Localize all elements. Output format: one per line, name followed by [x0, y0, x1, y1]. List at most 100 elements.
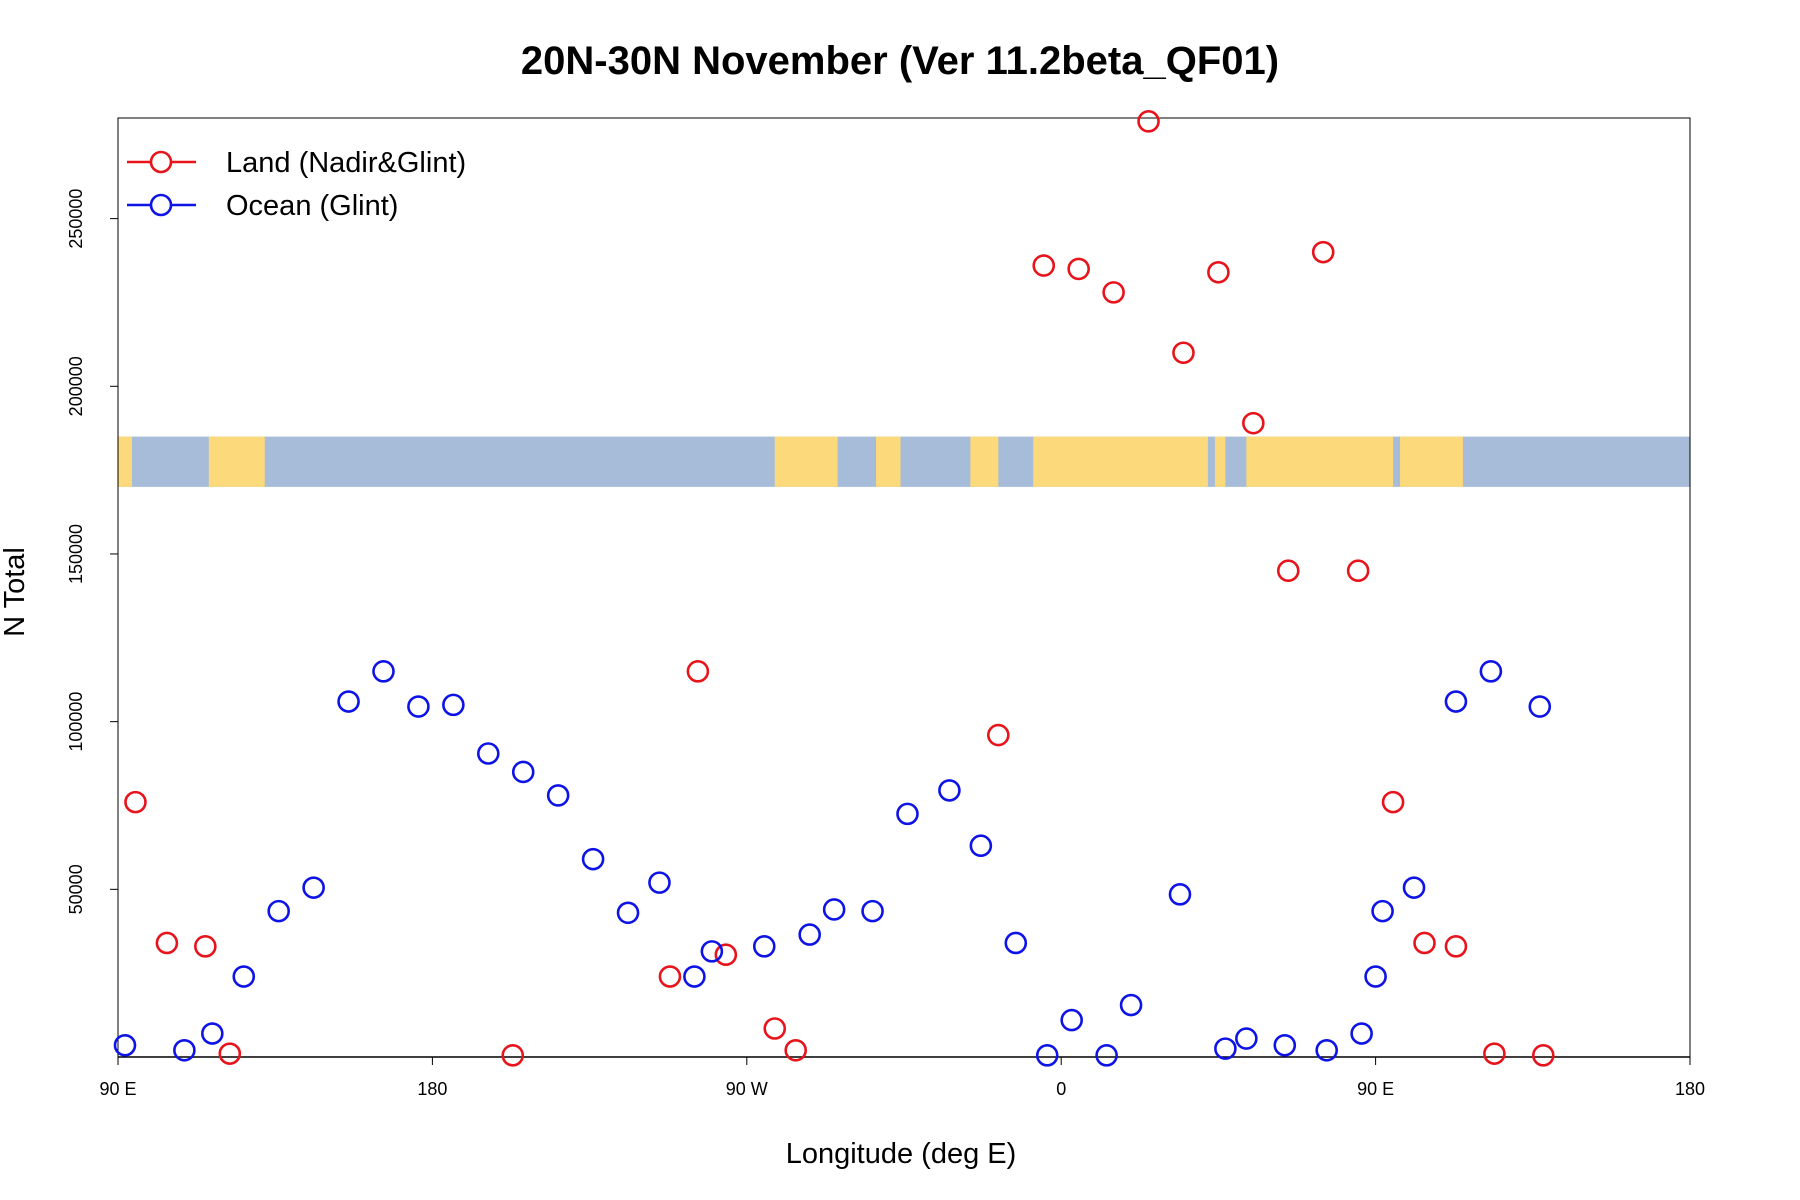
plot-frame: [117, 117, 1691, 1058]
data-point: [1346, 559, 1370, 583]
y-tick-label: 50000: [66, 864, 86, 914]
plot-points: [113, 110, 1555, 1067]
data-point: [1381, 790, 1405, 814]
data-point: [648, 871, 671, 894]
data-point: [113, 1033, 137, 1057]
data-point: [969, 834, 993, 858]
data-point: [546, 784, 570, 807]
data-point: [1207, 260, 1230, 284]
data-point: [581, 847, 605, 871]
data-point: [1095, 1044, 1118, 1067]
x-tick-label: 90 E: [99, 1079, 136, 1099]
data-point: [1479, 660, 1503, 683]
data-point: [1214, 1037, 1237, 1060]
data-point: [1483, 1042, 1506, 1065]
data-point: [658, 965, 682, 988]
data-point: [1035, 1044, 1059, 1067]
map-land: [118, 436, 132, 487]
data-point: [1060, 1008, 1083, 1032]
data-point: [784, 1038, 808, 1062]
plot-border: [117, 117, 1691, 1058]
y-tick-label: 100000: [66, 692, 86, 752]
data-point: [201, 1022, 224, 1045]
data-point: [1067, 257, 1090, 281]
map-land: [1246, 436, 1394, 487]
data-point: [476, 742, 500, 765]
data-point: [511, 760, 535, 784]
map-land: [208, 436, 265, 487]
data-point: [714, 943, 738, 967]
y-tick-label: 200000: [66, 356, 86, 416]
data-point: [173, 1038, 196, 1062]
x-tick-label: 90 E: [1357, 1079, 1394, 1099]
series-land: [124, 110, 1555, 1067]
x-tick-label: 180: [417, 1079, 447, 1099]
data-point: [1032, 254, 1056, 277]
data-point: [1004, 931, 1028, 955]
x-axis: 90 E 180 90 W 0 90 E 180: [99, 1057, 1705, 1099]
data-point: [1273, 1033, 1297, 1057]
series-ocean: [113, 660, 1552, 1067]
data-point: [763, 1017, 787, 1040]
data-point: [1172, 341, 1195, 365]
data-point: [155, 931, 179, 955]
data-point: [501, 1044, 525, 1067]
data-point: [683, 965, 706, 988]
data-point: [1528, 695, 1552, 718]
data-point: [686, 660, 710, 683]
data-point: [1444, 935, 1468, 958]
x-tick-label: 0: [1056, 1079, 1066, 1099]
map-land: [774, 436, 838, 487]
data-point: [407, 695, 430, 718]
data-point: [752, 935, 776, 958]
y-axis-label: N Total: [0, 547, 31, 637]
x-tick-label: 180: [1675, 1079, 1705, 1099]
data-point: [1402, 876, 1426, 899]
data-point: [442, 693, 465, 717]
x-axis-label: Longitude (deg E): [786, 1138, 1017, 1170]
data-point: [822, 898, 846, 921]
map-land: [1400, 436, 1463, 487]
data-point: [1444, 690, 1468, 713]
data-point: [1102, 281, 1125, 304]
data-point: [1311, 240, 1335, 264]
data-point: [1276, 559, 1300, 583]
data-point: [1531, 1044, 1555, 1067]
y-tick-label: 250000: [66, 189, 86, 249]
data-point: [267, 899, 290, 923]
data-point: [1119, 993, 1143, 1017]
data-point: [1242, 411, 1265, 435]
map-land: [970, 436, 999, 487]
data-point: [218, 1042, 242, 1065]
data-point: [861, 899, 884, 923]
data-point: [1413, 931, 1436, 955]
legend-marker: [149, 150, 173, 174]
legend-label: Ocean (Glint): [226, 190, 398, 222]
map-land: [1033, 436, 1208, 487]
data-point: [337, 690, 360, 713]
chart-title: 20N-30N November (Ver 11.2beta_QF01): [521, 39, 1279, 83]
legend: Land (Nadir&Glint) Ocean (Glint): [127, 147, 466, 222]
data-point: [1364, 965, 1387, 988]
map-land: [876, 436, 901, 487]
data-point: [232, 965, 256, 988]
world-map-strip: [118, 436, 1690, 487]
x-tick-label: 90 W: [726, 1079, 768, 1099]
data-point: [1315, 1038, 1338, 1062]
data-point: [302, 876, 325, 899]
legend-label: Land (Nadir&Glint): [226, 147, 466, 179]
data-point: [1350, 1022, 1373, 1045]
data-point: [1235, 1027, 1258, 1050]
legend-marker: [149, 193, 173, 217]
y-tick-label: 150000: [66, 524, 86, 584]
y-axis: 50000 100000 150000 200000 250000: [66, 189, 118, 914]
data-point: [194, 935, 217, 958]
data-point: [1137, 110, 1160, 133]
data-point: [798, 923, 821, 946]
map-land: [1214, 436, 1226, 487]
data-point: [896, 802, 919, 826]
data-point: [1371, 899, 1394, 923]
data-point: [372, 660, 395, 683]
data-point: [987, 723, 1010, 747]
